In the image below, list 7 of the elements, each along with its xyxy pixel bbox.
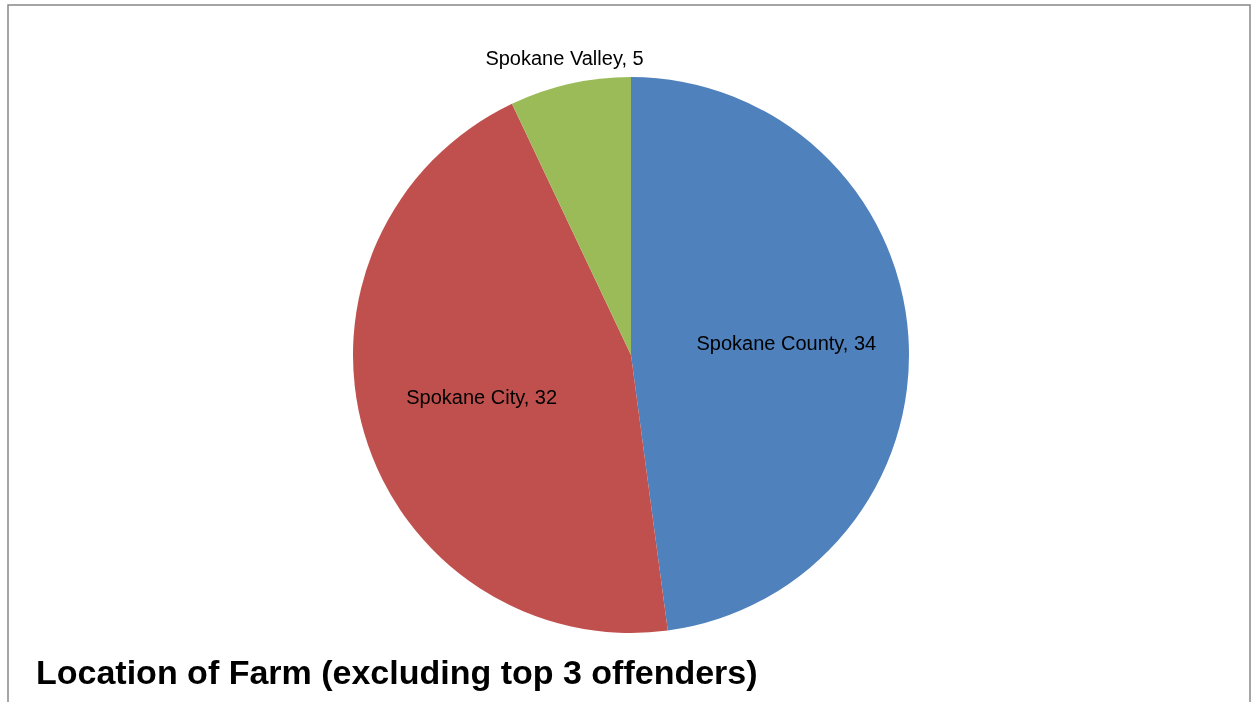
pie-slice bbox=[353, 103, 668, 633]
slice-label: Spokane City, 32 bbox=[406, 386, 558, 409]
pie-slice bbox=[511, 77, 631, 355]
slice-label: Spokane County, 34 bbox=[696, 331, 877, 354]
pie-slice bbox=[631, 77, 909, 631]
text: Location of Farm (excluding top 3 offenders) bbox=[36, 653, 758, 691]
slice-label: Spokane Valley, 5 bbox=[485, 46, 644, 69]
